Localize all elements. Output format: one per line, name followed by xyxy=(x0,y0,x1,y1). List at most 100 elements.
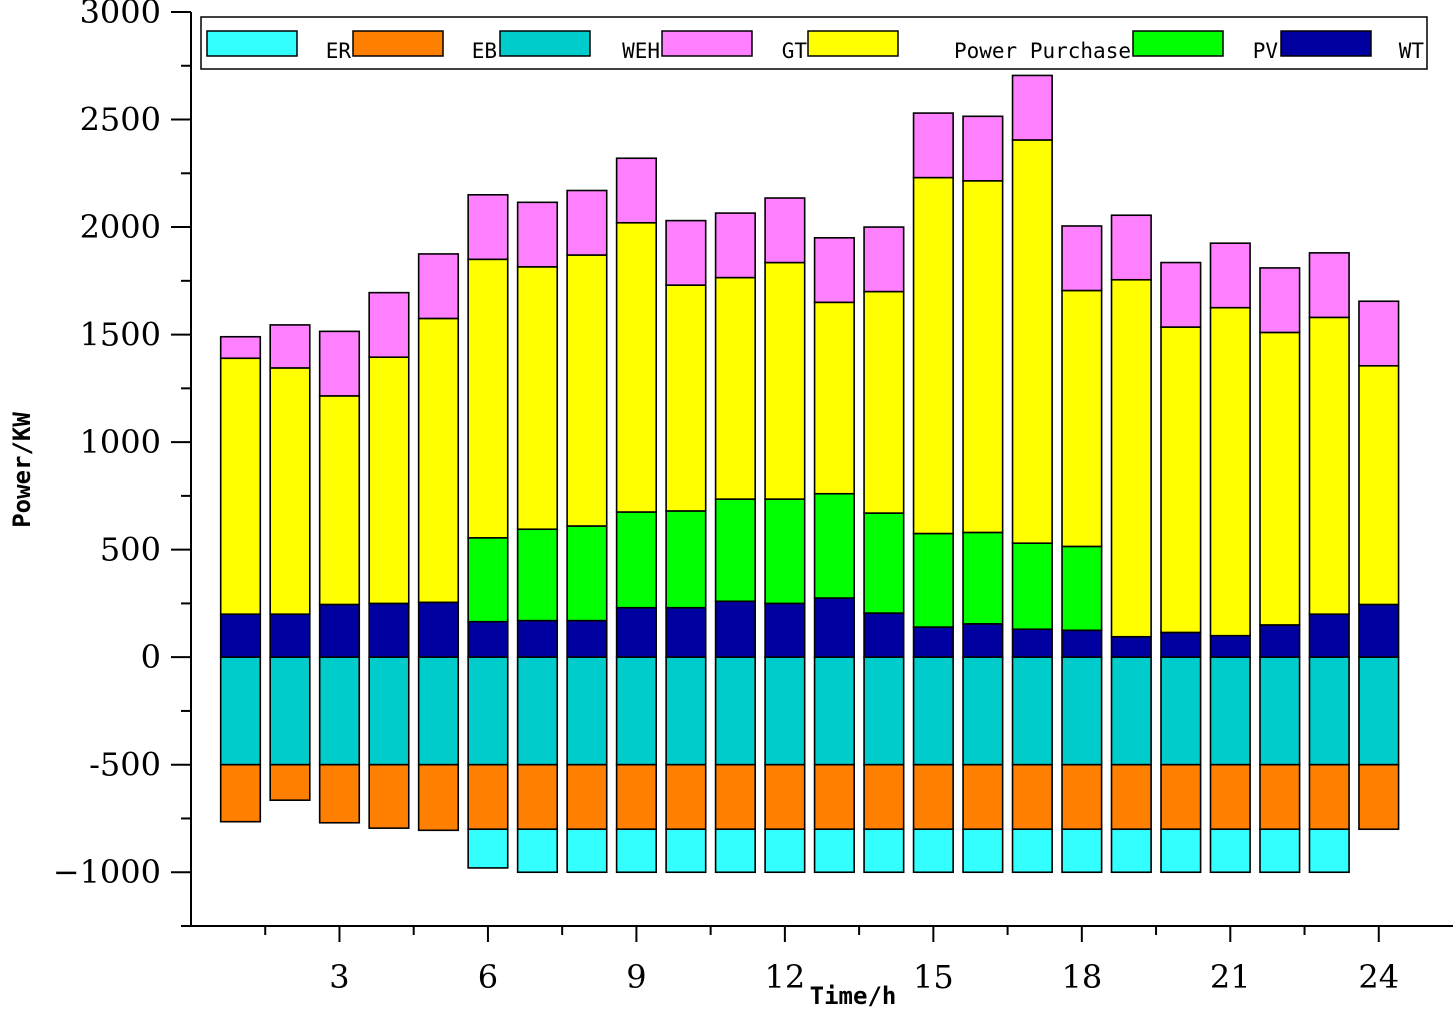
bar-power-purchase-17 xyxy=(1011,139,1053,544)
bar-weh-2 xyxy=(269,656,311,766)
legend: ER EB WEH GT Power Purchase PV WT xyxy=(200,16,1428,70)
bar-eb-12 xyxy=(764,763,806,831)
bar-power-purchase-1 xyxy=(219,357,262,615)
bar-gt-9 xyxy=(615,157,658,224)
bar-pv-7 xyxy=(516,528,559,622)
bar-eb-4 xyxy=(368,763,410,829)
bar-weh-1 xyxy=(219,656,262,766)
bar-er-9 xyxy=(615,828,658,874)
legend-swatch-pv xyxy=(1132,30,1224,57)
legend-label-wt: WT xyxy=(1399,39,1425,63)
bar-er-8 xyxy=(566,828,608,874)
axes-layer: −1000 -500 0 500 1000 1500 2000 2500 3000 3 6 9 12 15… xyxy=(8,0,1453,1010)
bar-eb-10 xyxy=(665,763,707,831)
bar-eb-7 xyxy=(516,763,559,831)
bar-weh-5 xyxy=(417,656,460,766)
bar-er-12 xyxy=(764,828,806,874)
bar-eb-6 xyxy=(467,763,509,831)
bar-eb-14 xyxy=(863,763,905,831)
bar-wt-21 xyxy=(1209,634,1251,658)
legend-label-eb: EB xyxy=(472,39,497,63)
legend-swatch-eb xyxy=(352,30,444,57)
x-axis-title: Time/h xyxy=(810,982,897,1010)
bar-eb-13 xyxy=(813,763,855,831)
bar-gt-11 xyxy=(714,212,756,279)
bar-eb-17 xyxy=(1011,763,1053,831)
bar-wt-4 xyxy=(368,602,410,658)
bar-pv-11 xyxy=(714,498,756,603)
bar-power-purchase-14 xyxy=(863,290,905,514)
bar-gt-23 xyxy=(1308,252,1350,319)
x-tick-label: 18 xyxy=(1061,958,1102,996)
bar-gt-17 xyxy=(1011,74,1053,141)
legend-swatch-gt xyxy=(661,30,753,57)
bar-weh-23 xyxy=(1308,656,1350,766)
bar-weh-3 xyxy=(318,656,361,766)
bar-eb-22 xyxy=(1259,763,1301,831)
bar-power-purchase-18 xyxy=(1061,289,1103,548)
bar-wt-20 xyxy=(1160,631,1202,658)
y-tick-label: −1000 xyxy=(53,853,161,891)
bar-wt-22 xyxy=(1259,624,1301,658)
bar-eb-16 xyxy=(962,763,1004,831)
bar-gt-3 xyxy=(318,330,361,397)
bar-power-purchase-24 xyxy=(1358,364,1400,606)
bar-power-purchase-9 xyxy=(615,221,658,513)
bar-eb-18 xyxy=(1061,763,1103,831)
legend-swatch-er xyxy=(206,30,298,57)
bar-wt-8 xyxy=(566,619,608,658)
bar-weh-24 xyxy=(1358,656,1400,766)
y-axis-title: Power/KW xyxy=(8,412,36,528)
bar-weh-8 xyxy=(566,656,608,766)
bar-eb-9 xyxy=(615,763,658,831)
bar-weh-7 xyxy=(516,656,559,766)
bar-gt-4 xyxy=(368,291,410,358)
bar-gt-7 xyxy=(516,201,559,268)
bar-wt-10 xyxy=(665,606,707,658)
bar-power-purchase-7 xyxy=(516,266,559,531)
bar-eb-19 xyxy=(1110,763,1152,831)
y-tick-label: 2500 xyxy=(80,101,161,139)
bar-wt-18 xyxy=(1061,629,1103,658)
bar-er-6 xyxy=(467,828,509,869)
bar-pv-12 xyxy=(764,498,806,605)
bar-power-purchase-12 xyxy=(764,261,806,500)
bar-pv-10 xyxy=(665,510,707,609)
bar-gt-6 xyxy=(467,194,509,261)
bar-er-10 xyxy=(665,828,707,874)
legend-swatch-weh xyxy=(499,30,591,57)
x-tick-label: 24 xyxy=(1358,958,1399,996)
bar-weh-11 xyxy=(714,656,756,766)
bar-er-22 xyxy=(1259,828,1301,874)
bar-weh-6 xyxy=(467,656,509,766)
bar-er-7 xyxy=(516,828,559,874)
bar-weh-19 xyxy=(1110,656,1152,766)
bar-gt-12 xyxy=(764,197,806,264)
bar-gt-22 xyxy=(1259,267,1301,334)
bar-pv-8 xyxy=(566,525,608,622)
bar-wt-1 xyxy=(219,613,262,658)
bar-power-purchase-6 xyxy=(467,258,509,539)
bar-wt-14 xyxy=(863,612,905,658)
bar-weh-4 xyxy=(368,656,410,766)
bar-pv-9 xyxy=(615,511,658,609)
bar-pv-15 xyxy=(912,532,954,628)
bar-gt-16 xyxy=(962,115,1004,182)
bar-weh-15 xyxy=(912,656,954,766)
legend-swatch-power-purchase xyxy=(807,30,899,57)
bar-power-purchase-10 xyxy=(665,284,707,512)
bar-wt-16 xyxy=(962,623,1004,658)
bar-gt-8 xyxy=(566,189,608,256)
bar-wt-23 xyxy=(1308,613,1350,658)
y-tick-label: 500 xyxy=(100,531,161,569)
bar-er-21 xyxy=(1209,828,1251,874)
bar-wt-9 xyxy=(615,606,658,658)
bar-eb-20 xyxy=(1160,763,1202,831)
bar-power-purchase-23 xyxy=(1308,316,1350,615)
bar-pv-6 xyxy=(467,537,509,623)
legend-box xyxy=(200,16,1428,70)
bar-weh-14 xyxy=(863,656,905,766)
y-tick-label: 1500 xyxy=(80,316,161,354)
y-tick-label: 2000 xyxy=(80,208,161,246)
